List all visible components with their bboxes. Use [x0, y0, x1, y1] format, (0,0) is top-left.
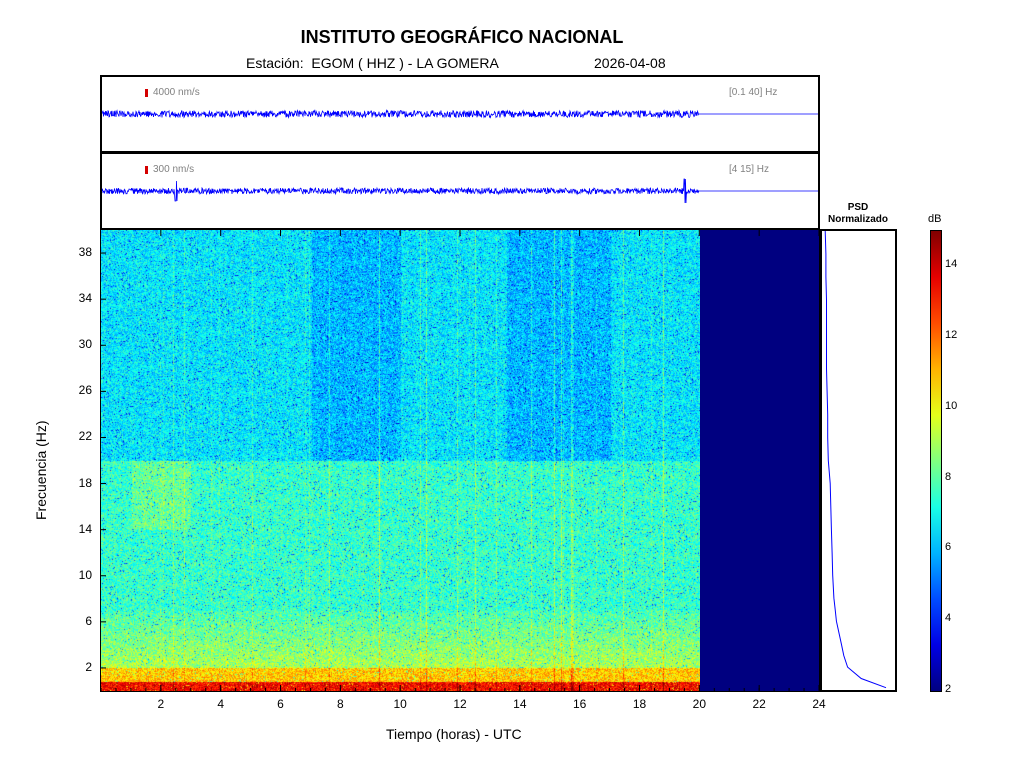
x-tick-label: 24	[812, 697, 826, 711]
y-tick-label: 30	[78, 337, 92, 352]
colorbar-tick-label: 4	[945, 612, 952, 625]
waveform-path	[102, 108, 818, 119]
psd-line	[824, 231, 887, 689]
y-tick-label: 18	[78, 475, 92, 490]
colorbar-tick-label: 14	[945, 258, 958, 271]
date-label: 2026-04-08	[594, 55, 666, 71]
y-tick-label: 14	[78, 521, 92, 536]
colorbar-tick-label: 12	[945, 329, 958, 342]
trace-scale-broadband: 4000 nm/s	[153, 87, 200, 98]
x-tick-label: 20	[692, 697, 706, 711]
psd-title: PSD Normalizado	[820, 202, 896, 226]
y-tick-label: 38	[78, 245, 92, 260]
y-tick-label: 34	[78, 291, 92, 306]
x-tick-label: 12	[453, 697, 467, 711]
x-tick-label: 8	[336, 697, 344, 711]
y-tick-label: 6	[85, 613, 92, 628]
trace-band-filtered: [4 15] Hz	[729, 164, 770, 175]
y-tick-label: 10	[78, 567, 92, 582]
spectrogram-frame	[100, 229, 820, 692]
x-tick-label: 14	[513, 697, 527, 711]
spectrogram-image	[101, 230, 701, 691]
colorbar-unit: dB	[928, 213, 942, 225]
colorbar-tick-label: 8	[945, 470, 952, 483]
no-data-region	[700, 230, 819, 691]
y-tick-label: 26	[78, 383, 92, 398]
colorbar-tick-label: 6	[945, 541, 952, 554]
y-axis-title: Frecuencia (Hz)	[33, 420, 49, 520]
y-tick-label: 2	[85, 659, 92, 674]
y-tick-label: 22	[78, 429, 92, 444]
colorbar-tick-label: 10	[945, 399, 958, 412]
x-tick-label: 2	[157, 697, 165, 711]
colorbar	[930, 230, 942, 692]
trace-waveform-filtered	[102, 178, 818, 204]
x-tick-label: 18	[632, 697, 647, 711]
trace-panel-broadband	[100, 75, 820, 153]
x-axis-title: Tiempo (horas) - UTC	[386, 726, 522, 742]
x-tick-label: 16	[572, 697, 587, 711]
station-label: Estación: EGOM ( HHZ ) - LA GOMERA	[246, 55, 499, 71]
trace-waveform-broadband	[102, 108, 818, 119]
x-tick-label: 10	[393, 697, 407, 711]
trace-panel-filtered	[100, 152, 820, 230]
scale-bar-broadband	[145, 89, 148, 97]
trace-scale-filtered: 300 nm/s	[153, 164, 195, 175]
x-tick-label: 6	[277, 697, 284, 711]
colorbar-tick-label: 2	[945, 683, 952, 695]
psd-title-line2: Normalizado	[827, 214, 888, 225]
x-tick-label: 4	[217, 697, 224, 711]
psd-panel	[820, 229, 897, 692]
figure-title: INSTITUTO GEOGRÁFICO NACIONAL	[300, 27, 624, 47]
x-tick-label: 22	[752, 697, 766, 711]
scale-bar-filtered	[145, 166, 148, 174]
psd-curve	[824, 231, 887, 689]
trace-band-broadband: [0.1 40] Hz	[729, 87, 778, 98]
psd-title-line1: PSD	[847, 202, 869, 213]
waveform-path	[102, 178, 818, 204]
